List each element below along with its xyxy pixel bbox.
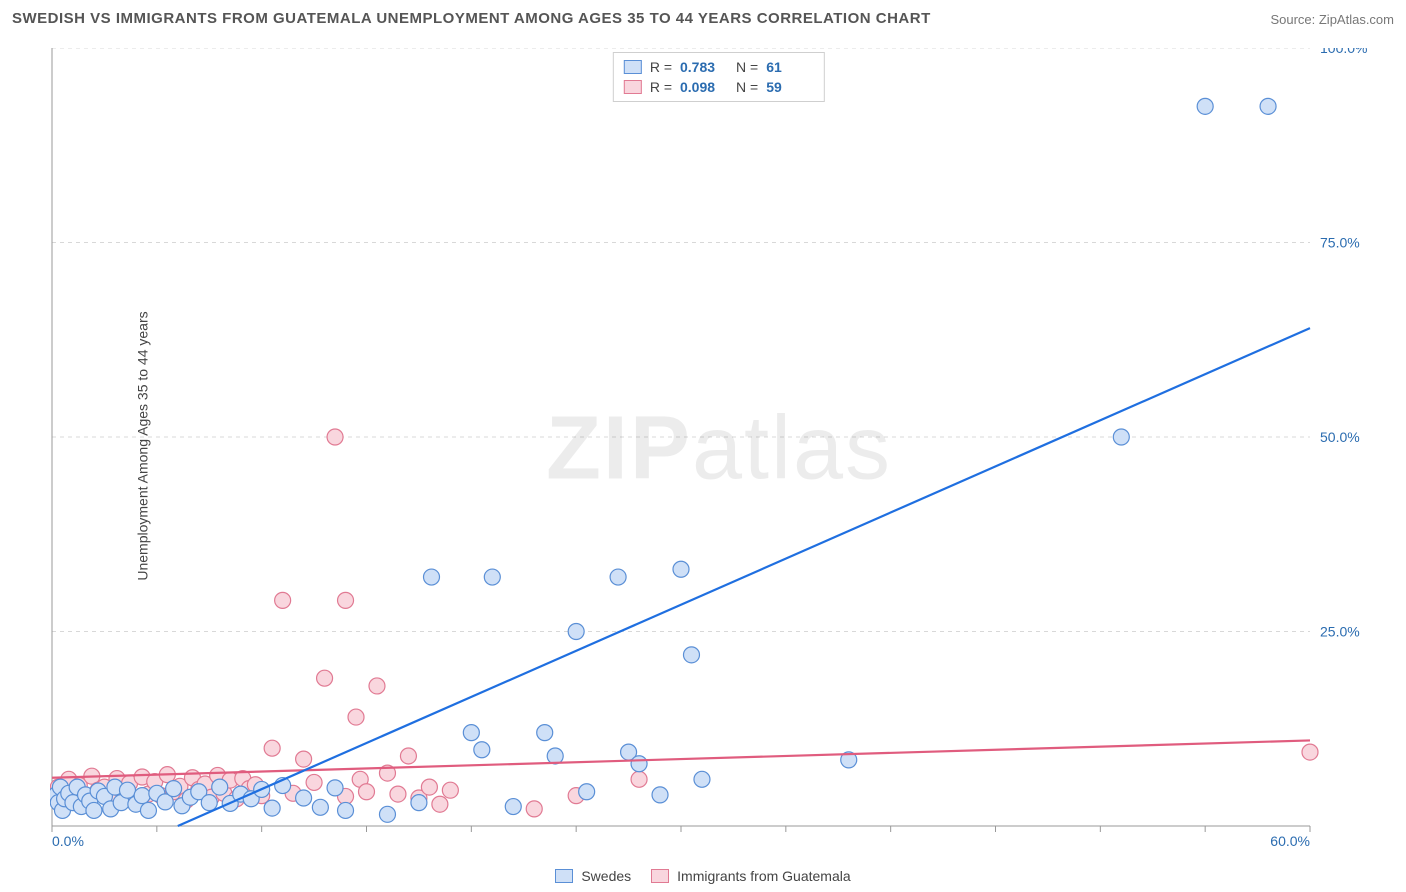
legend-label-swedes: Swedes [581,868,631,884]
svg-text:60.0%: 60.0% [1270,833,1310,849]
n-value-guatemala: 59 [766,77,814,97]
svg-text:100.0%: 100.0% [1320,48,1367,56]
swatch-swedes [624,60,642,74]
series-legend: Swedes Immigrants from Guatemala [0,868,1406,884]
source-link[interactable]: ZipAtlas.com [1319,12,1394,27]
n-label-guatemala: N = [736,77,758,97]
n-label-swedes: N = [736,57,758,77]
legend-label-guatemala: Immigrants from Guatemala [677,868,851,884]
r-label-swedes: R = [650,57,672,77]
n-value-swedes: 61 [766,57,814,77]
r-value-guatemala: 0.098 [680,77,728,97]
source-prefix: Source: [1270,12,1318,27]
legend-row-guatemala: R = 0.098 N = 59 [624,77,814,97]
swatch-guatemala [624,80,642,94]
r-value-swedes: 0.783 [680,57,728,77]
r-label-guatemala: R = [650,77,672,97]
svg-text:50.0%: 50.0% [1320,429,1360,445]
swatch-guatemala-icon [651,869,669,883]
scatter-chart: 25.0% 50.0% 75.0% 100.0% 0.0% 60.0% [50,48,1388,850]
swatch-swedes-icon [555,869,573,883]
chart-title: SWEDISH VS IMMIGRANTS FROM GUATEMALA UNE… [12,10,1394,27]
svg-text:25.0%: 25.0% [1320,624,1360,640]
legend-row-swedes: R = 0.783 N = 61 [624,57,814,77]
source-label: Source: ZipAtlas.com [1270,12,1394,27]
legend-item-guatemala: Immigrants from Guatemala [651,868,851,884]
legend-item-swedes: Swedes [555,868,631,884]
svg-text:0.0%: 0.0% [52,833,84,849]
correlation-legend: R = 0.783 N = 61 R = 0.098 N = 59 [613,52,825,102]
svg-text:75.0%: 75.0% [1320,235,1360,251]
